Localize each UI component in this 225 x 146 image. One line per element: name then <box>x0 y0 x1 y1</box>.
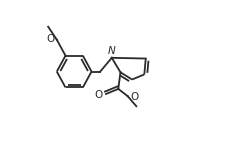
Text: O: O <box>94 90 103 100</box>
Text: N: N <box>108 46 116 56</box>
Text: O: O <box>130 92 139 102</box>
Text: O: O <box>46 34 54 44</box>
